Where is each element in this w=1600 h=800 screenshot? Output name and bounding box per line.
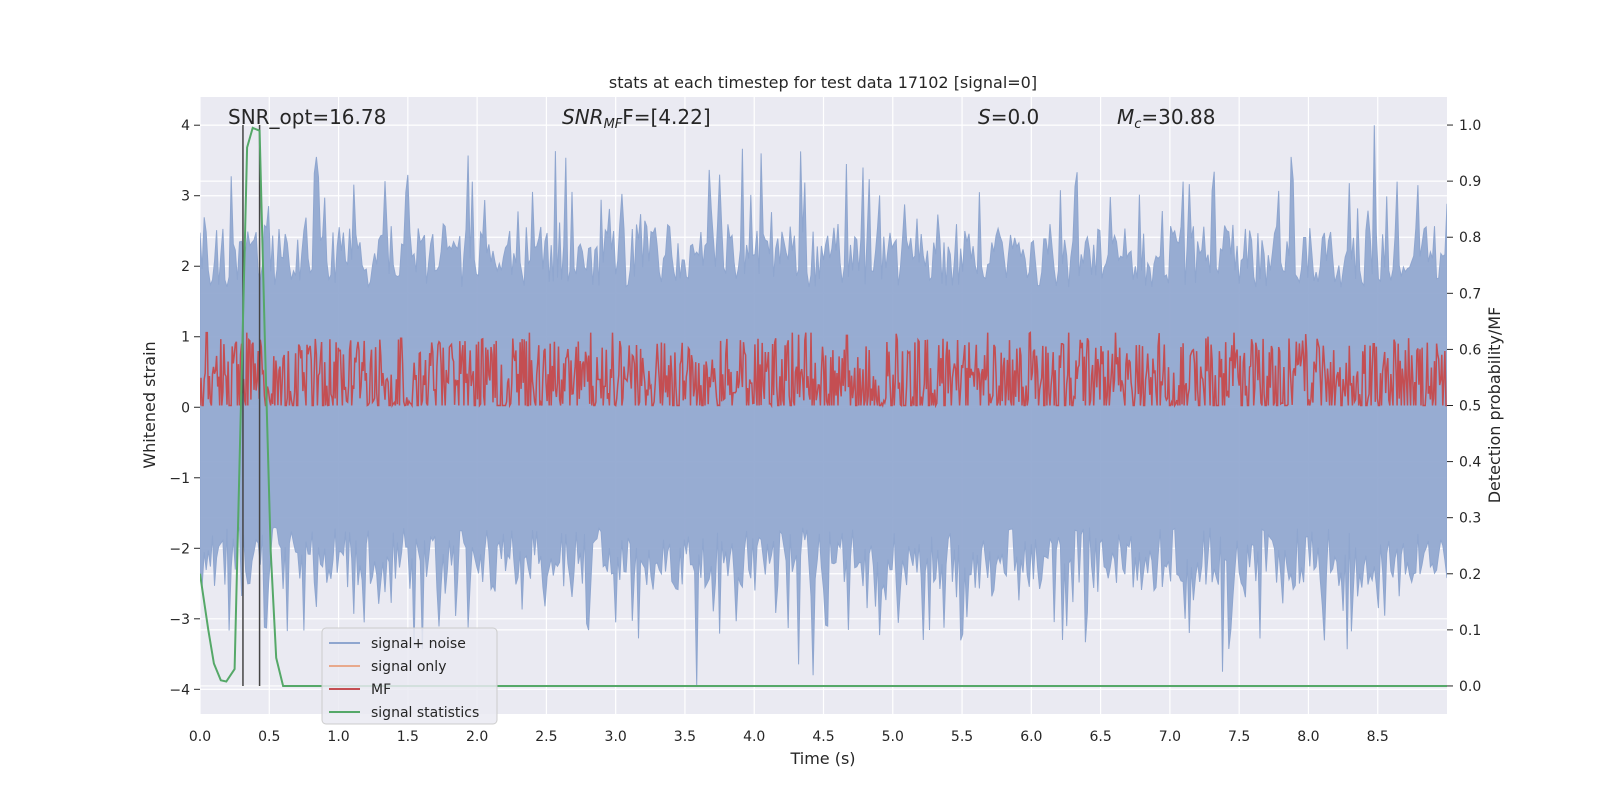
y-tick-label: −3 — [169, 612, 190, 628]
x-tick-label: 8.5 — [1367, 729, 1389, 745]
legend-label: MF — [371, 682, 391, 698]
legend-label: signal+ noise — [371, 636, 466, 652]
x-tick-label: 6.5 — [1089, 729, 1111, 745]
series-signal-noise — [200, 125, 1447, 686]
x-axis-ticks: 0.0 0.5 1.0 1.5 2.0 2.5 3.0 3.5 4.0 4.5 5.0 5.5 6.0 6… — [189, 729, 1389, 745]
y-right-tick-label: 1.0 — [1459, 118, 1481, 134]
y-right-tick-label: 0.9 — [1459, 174, 1481, 190]
annotation-s-rest: =0.0 — [991, 105, 1040, 129]
y-right-tick-label: 0.8 — [1459, 230, 1481, 246]
annotation-mc-sub: c — [1134, 117, 1141, 132]
y-tick-label: −2 — [169, 541, 190, 557]
annotation-mc-rest: =30.88 — [1141, 105, 1215, 129]
y-tick-label: −1 — [169, 471, 190, 487]
y-tick-label: 2 — [181, 259, 190, 275]
legend-label: signal statistics — [371, 705, 479, 721]
y-axis-label: Whitened strain — [140, 341, 159, 468]
annotation-snr-opt: SNR_opt=16.78 — [228, 105, 386, 129]
legend-box — [321, 627, 498, 725]
x-tick-label: 4.5 — [812, 729, 834, 745]
y-axis-right-ticks: 1.0 0.9 0.8 0.7 0.6 0.5 0.4 0.3 0.2 0.1 0.0 — [1447, 118, 1481, 695]
x-tick-label: 8.0 — [1297, 729, 1319, 745]
y-right-tick-label: 0.1 — [1459, 623, 1481, 639]
x-tick-label: 5.0 — [882, 729, 904, 745]
series-mf — [200, 331, 1447, 409]
annotation-snr-mf-rest: F=[4.22] — [622, 105, 710, 129]
x-tick-label: 1.5 — [397, 729, 419, 745]
annotation-mc: Mc=30.88 — [1117, 105, 1215, 132]
annotation-mc-main: M — [1117, 105, 1134, 129]
y-right-tick-label: 0.6 — [1459, 342, 1481, 358]
y-tick-label: 3 — [181, 189, 190, 205]
x-axis-label: Time (s) — [789, 749, 855, 768]
x-tick-label: 0.5 — [258, 729, 280, 745]
y-axis-ticks: 4 3 2 1 0 −1 −2 −3 −4 — [169, 118, 200, 698]
legend-label: signal only — [371, 659, 446, 675]
legend: signal+ noise signal only MF signal statist… — [321, 627, 498, 725]
x-tick-label: 3.5 — [674, 729, 696, 745]
x-tick-label: 2.5 — [535, 729, 557, 745]
x-tick-label: 2.0 — [466, 729, 488, 745]
annotation-s-main: S — [978, 105, 991, 129]
y-right-tick-label: 0.7 — [1459, 286, 1481, 302]
x-tick-label: 5.5 — [951, 729, 973, 745]
x-tick-label: 4.0 — [743, 729, 765, 745]
annotation-snr-mf: SNRMFF=[4.22] — [562, 105, 711, 132]
x-tick-label: 6.0 — [1020, 729, 1042, 745]
annotation-snr-mf-sub: MF — [604, 117, 623, 132]
y-right-tick-label: 0.0 — [1459, 679, 1481, 695]
x-tick-label: 7.5 — [1228, 729, 1250, 745]
x-tick-label: 0.0 — [189, 729, 211, 745]
y-right-tick-label: 0.4 — [1459, 455, 1481, 471]
y-right-tick-label: 0.5 — [1459, 399, 1481, 415]
y-tick-label: −4 — [169, 682, 190, 698]
annotation-snr-mf-main: SNR — [562, 105, 604, 129]
x-tick-label: 3.0 — [605, 729, 627, 745]
x-tick-label: 1.0 — [327, 729, 349, 745]
y-axis-right-label: Detection probability/MF — [1485, 307, 1504, 504]
x-tick-label: 7.0 — [1159, 729, 1181, 745]
chart-title: stats at each timestep for test data 171… — [609, 73, 1037, 92]
y-tick-label: 0 — [181, 400, 190, 416]
y-right-tick-label: 0.3 — [1459, 511, 1481, 527]
y-right-tick-label: 0.2 — [1459, 567, 1481, 583]
y-tick-label: 4 — [181, 118, 190, 134]
y-tick-label: 1 — [181, 330, 190, 346]
annotation-s: S=0.0 — [978, 105, 1039, 129]
